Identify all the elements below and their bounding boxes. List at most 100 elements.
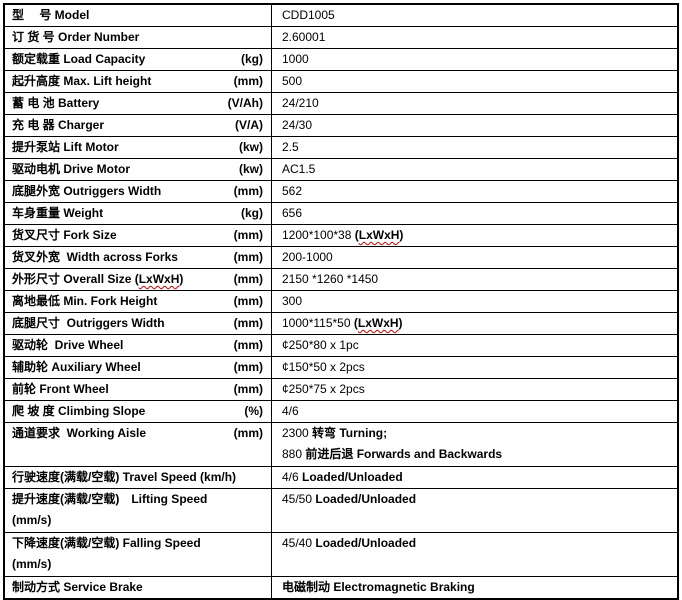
spec-label-line2: (mm/s) <box>12 554 263 575</box>
spec-value-line: 4/6 <box>282 402 671 422</box>
spec-label-text: ) <box>179 272 184 286</box>
spec-value-text: Loaded/Unloaded <box>315 536 417 550</box>
spec-label-line: 起升高度 Max. Lift height <box>12 72 263 92</box>
table-row: 充 电 器 Charger (V/A) 24/30 <box>3 114 679 137</box>
spec-value-cell: ¢250*80 x 1pc <box>271 334 679 357</box>
spec-value-text: 45/40 <box>282 536 316 550</box>
table-row: 提升泵站 Lift Motor (kw) 2.5 <box>3 136 679 159</box>
spec-value-line2: 880 前进后退 Forwards and Backwards <box>282 444 671 465</box>
table-row: 爬 坡 度 Climbing Slope (%) 4/6 <box>3 400 679 423</box>
spec-label-line: 外形尺寸 Overall Size (LxWxH) <box>12 270 263 290</box>
table-row: 额定载重 Load Capacity (kg) 1000 <box>3 48 679 71</box>
spec-label-text: 订 货 号 Order Number <box>12 30 140 44</box>
spec-unit: (kg) <box>241 206 263 220</box>
spec-label-text: 下降速度(满载/空载) Falling Speed <box>12 536 201 550</box>
table-row: 货叉尺寸 Fork Size (mm) 1200*100*38 (LxWxH) <box>3 224 679 247</box>
spec-label-line: 货叉外宽 Width across Forks <box>12 248 263 268</box>
spec-unit: (mm) <box>233 74 263 88</box>
spec-label-line: 行驶速度(满载/空载) Travel Speed (km/h) <box>12 468 263 488</box>
spec-unit: (kw) <box>239 140 263 154</box>
spec-value-text: 880 <box>282 447 306 461</box>
spec-value-cell: 500 <box>271 70 679 93</box>
spec-label-line: 蓄 电 池 Battery <box>12 94 263 114</box>
spec-value-line: 200-1000 <box>282 248 671 268</box>
spec-value-line: CDD1005 <box>282 5 671 26</box>
table-row: 辅助轮 Auxiliary Wheel (mm) ¢150*50 x 2pcs <box>3 356 679 379</box>
spec-value-cell: 45/40 Loaded/Unloaded <box>271 532 679 577</box>
table-row: 起升高度 Max. Lift height (mm) 500 <box>3 70 679 93</box>
spec-value-line: 2300 转弯 Turning; <box>282 424 671 445</box>
spec-value-cell: AC1.5 <box>271 158 679 181</box>
table-row: 驱动轮 Drive Wheel (mm) ¢250*80 x 1pc <box>3 334 679 357</box>
table-row: 驱动电机 Drive Motor (kw) AC1.5 <box>3 158 679 181</box>
spec-label-text: 离地最低 Min. Fork Height <box>12 294 158 308</box>
spec-label-line: 驱动电机 Drive Motor <box>12 160 263 180</box>
spec-value-text: 转弯 Turning; <box>312 426 388 440</box>
table-row: 通道要求 Working Aisle (mm) 2300 转弯 Turning; 88… <box>3 422 679 467</box>
spec-value-text: 300 <box>282 294 303 308</box>
spec-label-cell: 前轮 Front Wheel (mm) <box>3 378 272 401</box>
spec-unit: (mm) <box>233 228 263 242</box>
spec-label-text: 充 电 器 Charger <box>12 118 105 132</box>
spec-label-cell: 订 货 号 Order Number <box>3 26 272 49</box>
spec-label-line: 制动方式 Service Brake <box>12 577 263 598</box>
spec-label-line: 提升泵站 Lift Motor <box>12 138 263 158</box>
table-row: 底腿外宽 Outriggers Width (mm) 562 <box>3 180 679 203</box>
spec-label-cell: 提升泵站 Lift Motor (kw) <box>3 136 272 159</box>
spec-value-text: LxWxH <box>358 228 400 242</box>
spec-value-line: 4/6 Loaded/Unloaded <box>282 468 671 488</box>
spec-label-cell: 行驶速度(满载/空载) Travel Speed (km/h) <box>3 466 272 489</box>
spec-value-line: 2.5 <box>282 138 671 158</box>
spec-label-cell: 驱动轮 Drive Wheel (mm) <box>3 334 272 357</box>
spec-value-cell: 2.60001 <box>271 26 679 49</box>
spec-table-body: 型 号 Model CDD1005 订 货 号 Order Number 2.6000… <box>3 3 679 600</box>
spec-label-text: LxWxH <box>138 272 180 286</box>
spec-value-text: ¢150*50 x 2pcs <box>282 360 365 374</box>
spec-value-text: ) <box>399 228 404 242</box>
spec-value-cell: 24/210 <box>271 92 679 115</box>
spec-value-text: ¢250*75 x 2pcs <box>282 382 365 396</box>
table-row: 订 货 号 Order Number 2.60001 <box>3 26 679 49</box>
spec-label-line2: (mm/s) <box>12 510 263 531</box>
spec-label-line: 充 电 器 Charger <box>12 116 263 136</box>
spec-label-line: 驱动轮 Drive Wheel <box>12 336 263 356</box>
spec-value-text: LxWxH <box>357 316 399 330</box>
spec-label-text: 外形尺寸 Overall Size ( <box>12 272 139 286</box>
spec-label-cell: 货叉外宽 Width across Forks (mm) <box>3 246 272 269</box>
spec-unit: (mm) <box>233 272 263 286</box>
spec-value-cell: CDD1005 <box>271 3 679 27</box>
spec-table: 型 号 Model CDD1005 订 货 号 Order Number 2.6000… <box>3 3 679 600</box>
spec-label-line: 底腿尺寸 Outriggers Width <box>12 314 263 334</box>
spec-value-cell: 2150 *1260 *1450 <box>271 268 679 291</box>
spec-value-line: 45/50 Loaded/Unloaded <box>282 490 671 511</box>
spec-label-text: 提升泵站 Lift Motor <box>12 140 119 154</box>
spec-value-text: 前进后退 Forwards and Backwards <box>305 447 503 461</box>
spec-label-text: 爬 坡 度 Climbing Slope <box>12 404 146 418</box>
spec-value-cell: 45/50 Loaded/Unloaded <box>271 488 679 533</box>
spec-value-line: 45/40 Loaded/Unloaded <box>282 534 671 555</box>
spec-label-line: 额定载重 Load Capacity <box>12 50 263 70</box>
spec-unit: (kw) <box>239 162 263 176</box>
spec-value-line: 656 <box>282 204 671 224</box>
spec-value-cell: 562 <box>271 180 679 203</box>
spec-value-text: AC1.5 <box>282 162 316 176</box>
spec-label-line: 订 货 号 Order Number <box>12 28 263 48</box>
spec-value-cell: 656 <box>271 202 679 225</box>
spec-value-text: 656 <box>282 206 303 220</box>
spec-label-cell: 车身重量 Weight (kg) <box>3 202 272 225</box>
spec-label-cell: 爬 坡 度 Climbing Slope (%) <box>3 400 272 423</box>
spec-label-cell: 额定载重 Load Capacity (kg) <box>3 48 272 71</box>
spec-label-text: 底腿外宽 Outriggers Width <box>12 184 162 198</box>
spec-value-cell: 200-1000 <box>271 246 679 269</box>
spec-value-text: 200-1000 <box>282 250 333 264</box>
table-row: 货叉外宽 Width across Forks (mm) 200-1000 <box>3 246 679 269</box>
spec-value-text: 1000 <box>282 52 309 66</box>
table-row: 提升速度(满载/空载) Lifting Speed (mm/s) 45/50 Loa… <box>3 488 679 533</box>
spec-label-text: 前轮 Front Wheel <box>12 382 109 396</box>
spec-value-text: ) <box>398 316 403 330</box>
spec-label-cell: 离地最低 Min. Fork Height (mm) <box>3 290 272 313</box>
spec-label-text: 货叉尺寸 Fork Size <box>12 228 117 242</box>
table-row: 蓄 电 池 Battery (V/Ah) 24/210 <box>3 92 679 115</box>
spec-label-text: (mm/s) <box>12 513 52 527</box>
spec-unit: (mm) <box>233 382 263 396</box>
